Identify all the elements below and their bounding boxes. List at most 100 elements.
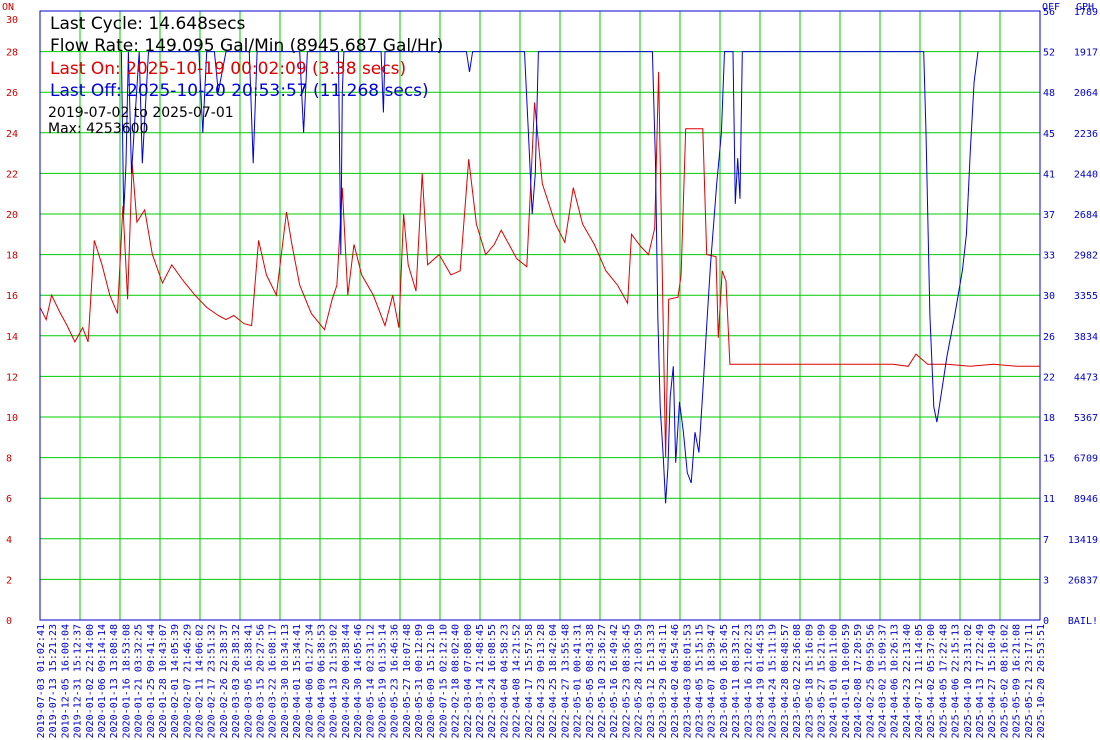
x-tick-label: 2020-04-30 14:05:46 — [353, 624, 364, 738]
right-off-tick-label: 15 — [1043, 454, 1055, 465]
x-tick-label: 2024-02-08 17:20:59 — [853, 624, 864, 738]
x-tick-label: 2020-03-22 16:08:17 — [268, 624, 279, 738]
x-tick-label: 2022-05-28 21:03:59 — [634, 624, 645, 738]
plot-frame-rect — [39, 10, 1041, 621]
info-date-range: 2019-07-02 to 2025-07-01 — [48, 105, 234, 121]
x-tick-label: 2022-03-14 21:48:45 — [475, 624, 486, 738]
x-tick-label: 2025-04-02 05:37:00 — [926, 624, 937, 738]
x-tick-label: 2020-03-30 10:34:13 — [280, 624, 291, 738]
left-tick-label: 8 — [6, 454, 12, 465]
left-tick-label: 20 — [6, 210, 18, 221]
plot-frame — [39, 10, 1041, 621]
left-tick-label: 0 — [6, 616, 12, 627]
right-off-tick-label: 3 — [1043, 575, 1049, 586]
x-tick-label: 2020-05-19 01:35:14 — [377, 624, 388, 738]
right-gph-tick-label: 2064 — [1074, 88, 1098, 99]
x-tick-label: 2020-02-11 14:06:02 — [195, 624, 206, 738]
x-tick-label: 2022-02-18 08:02:40 — [451, 624, 462, 738]
right-off-tick-label: 7 — [1043, 535, 1049, 546]
x-tick-label: 2020-06-09 15:12:10 — [426, 624, 437, 738]
right-gph-tick-label: 2236 — [1074, 129, 1098, 140]
x-tick-label: 2023-04-16 21:02:23 — [743, 624, 754, 738]
x-tick-label: 2020-05-14 02:31:12 — [365, 624, 376, 738]
x-axis-ticks: 2019-07-03 01:02:41 2019-07-13 15:21:23 20… — [36, 624, 1047, 738]
x-tick-label: 2025-04-27 15:10:49 — [987, 624, 998, 738]
x-tick-label: 2019-07-03 01:02:41 — [36, 624, 47, 738]
info-flow-rate: Flow Rate: 149.095 Gal/Min (8945.687 Gal… — [50, 36, 443, 56]
right-axis-title-off: OFF — [1042, 2, 1060, 13]
x-tick-label: 2024-07-12 11:14:05 — [914, 624, 925, 738]
x-tick-label: 2024-04-06 10:26:13 — [890, 624, 901, 738]
x-tick-label: 2023-03-29 16:43:11 — [658, 624, 669, 738]
x-tick-label: 2022-05-05 08:43:38 — [585, 624, 596, 738]
x-tick-label: 2023-04-05 15:15:15 — [695, 624, 706, 738]
right-gph-tick-label: 8946 — [1074, 494, 1098, 505]
x-tick-label: 2023-05-02 22:36:08 — [792, 624, 803, 738]
x-tick-label: 2023-04-19 01:44:53 — [756, 624, 767, 738]
right-gph-tick-label: 2440 — [1074, 169, 1098, 180]
x-tick-label: 2020-04-20 00:38:44 — [341, 624, 352, 738]
x-tick-label: 2020-01-28 10:43:07 — [158, 624, 169, 738]
right-gph-tick-label: 1789 — [1074, 7, 1098, 18]
right-gph-tick-label: 1917 — [1074, 48, 1098, 59]
x-tick-label: 2022-04-17 15:57:58 — [524, 624, 535, 738]
x-tick-label: 2022-04-23 09:13:28 — [536, 624, 547, 738]
info-last-on: Last On: 2025-10-19 00:02:09 (3.38 secs) — [50, 59, 406, 79]
right-gph-tick-label: 13419 — [1068, 535, 1098, 546]
x-tick-label: 2020-05-27 10:07:48 — [402, 624, 413, 738]
x-tick-label: 2022-05-23 08:36:45 — [621, 624, 632, 738]
x-tick-label: 2020-04-13 21:53:02 — [329, 624, 340, 738]
right-off-tick-label: 48 — [1043, 88, 1055, 99]
left-tick-label: 28 — [6, 48, 18, 59]
x-tick-label: 2024-04-23 22:13:40 — [902, 624, 913, 738]
x-tick-label: 2019-12-31 15:12:37 — [73, 624, 84, 738]
right-off-tick-label: 56 — [1043, 7, 1055, 18]
x-tick-label: 2025-05-09 16:21:08 — [1012, 624, 1023, 738]
right-off-tick-label: 18 — [1043, 413, 1055, 424]
x-tick-label: 2023-04-24 15:11:19 — [768, 624, 779, 738]
info-last-cycle: Last Cycle: 14.648secs — [50, 14, 246, 34]
x-tick-label: 2020-01-02 22:14:00 — [85, 624, 96, 738]
x-tick-label: 2024-01-01 10:00:59 — [841, 624, 852, 738]
right-gph-tick-label: 3834 — [1074, 332, 1098, 343]
x-tick-label: 2022-04-04 04:58:23 — [499, 624, 510, 738]
on-duration-series-line — [39, 71, 1040, 458]
x-tick-label: 2020-07-15 02:12:10 — [438, 624, 449, 738]
right-gph-tick-label: 5367 — [1074, 413, 1098, 424]
right-off-tick-label: 30 — [1043, 291, 1055, 302]
x-tick-label: 2025-05-02 08:16:02 — [999, 624, 1010, 738]
right-off-tick-label: 37 — [1043, 210, 1055, 221]
left-tick-label: 24 — [6, 129, 18, 140]
x-tick-label: 2019-07-13 15:21:23 — [48, 624, 59, 738]
x-tick-label: 2020-03-05 16:38:41 — [243, 624, 254, 738]
left-tick-label: 4 — [6, 535, 12, 546]
x-tick-label: 2023-05-27 15:21:09 — [816, 624, 827, 738]
right-gph-tick-label: 3355 — [1074, 291, 1098, 302]
x-tick-label: 2020-02-01 14:05:39 — [170, 624, 181, 738]
x-tick-label: 2020-04-06 01:27:34 — [304, 624, 315, 738]
x-tick-label: 2020-04-09 06:38:53 — [316, 624, 327, 738]
right-gph-tick-label: 2684 — [1074, 210, 1098, 221]
right-axis-ticks: 03711151822263033374145485256BAIL!268371… — [1043, 7, 1098, 627]
x-tick-label: 2023-05-18 15:16:09 — [804, 624, 815, 738]
x-tick-label: 2022-04-08 14:21:52 — [512, 624, 523, 738]
x-tick-label: 2023-04-28 08:48:57 — [780, 624, 791, 738]
series-layer — [39, 51, 1040, 504]
right-off-tick-label: 22 — [1043, 372, 1055, 383]
right-gph-tick-label: 4473 — [1074, 372, 1098, 383]
right-off-tick-label: 0 — [1043, 616, 1049, 627]
x-tick-label: 2022-05-16 16:49:42 — [609, 624, 620, 738]
x-tick-label: 2020-03-15 20:27:56 — [256, 624, 267, 738]
x-tick-label: 2023-04-03 08:01:53 — [682, 624, 693, 738]
right-gph-tick-label: 6709 — [1074, 454, 1098, 465]
left-tick-label: 2 — [6, 575, 12, 586]
info-last-off: Last Off: 2025-10-20 20:53:57 (11.268 se… — [50, 81, 429, 101]
x-tick-label: 2025-05-21 23:17:11 — [1024, 624, 1035, 738]
right-axis-title-gph: GPH — [1076, 2, 1094, 13]
x-tick-label: 2020-05-31 00:12:09 — [414, 624, 425, 738]
x-tick-label: 2024-02-25 09:59:56 — [865, 624, 876, 738]
x-tick-label: 2023-04-02 04:54:46 — [670, 624, 681, 738]
